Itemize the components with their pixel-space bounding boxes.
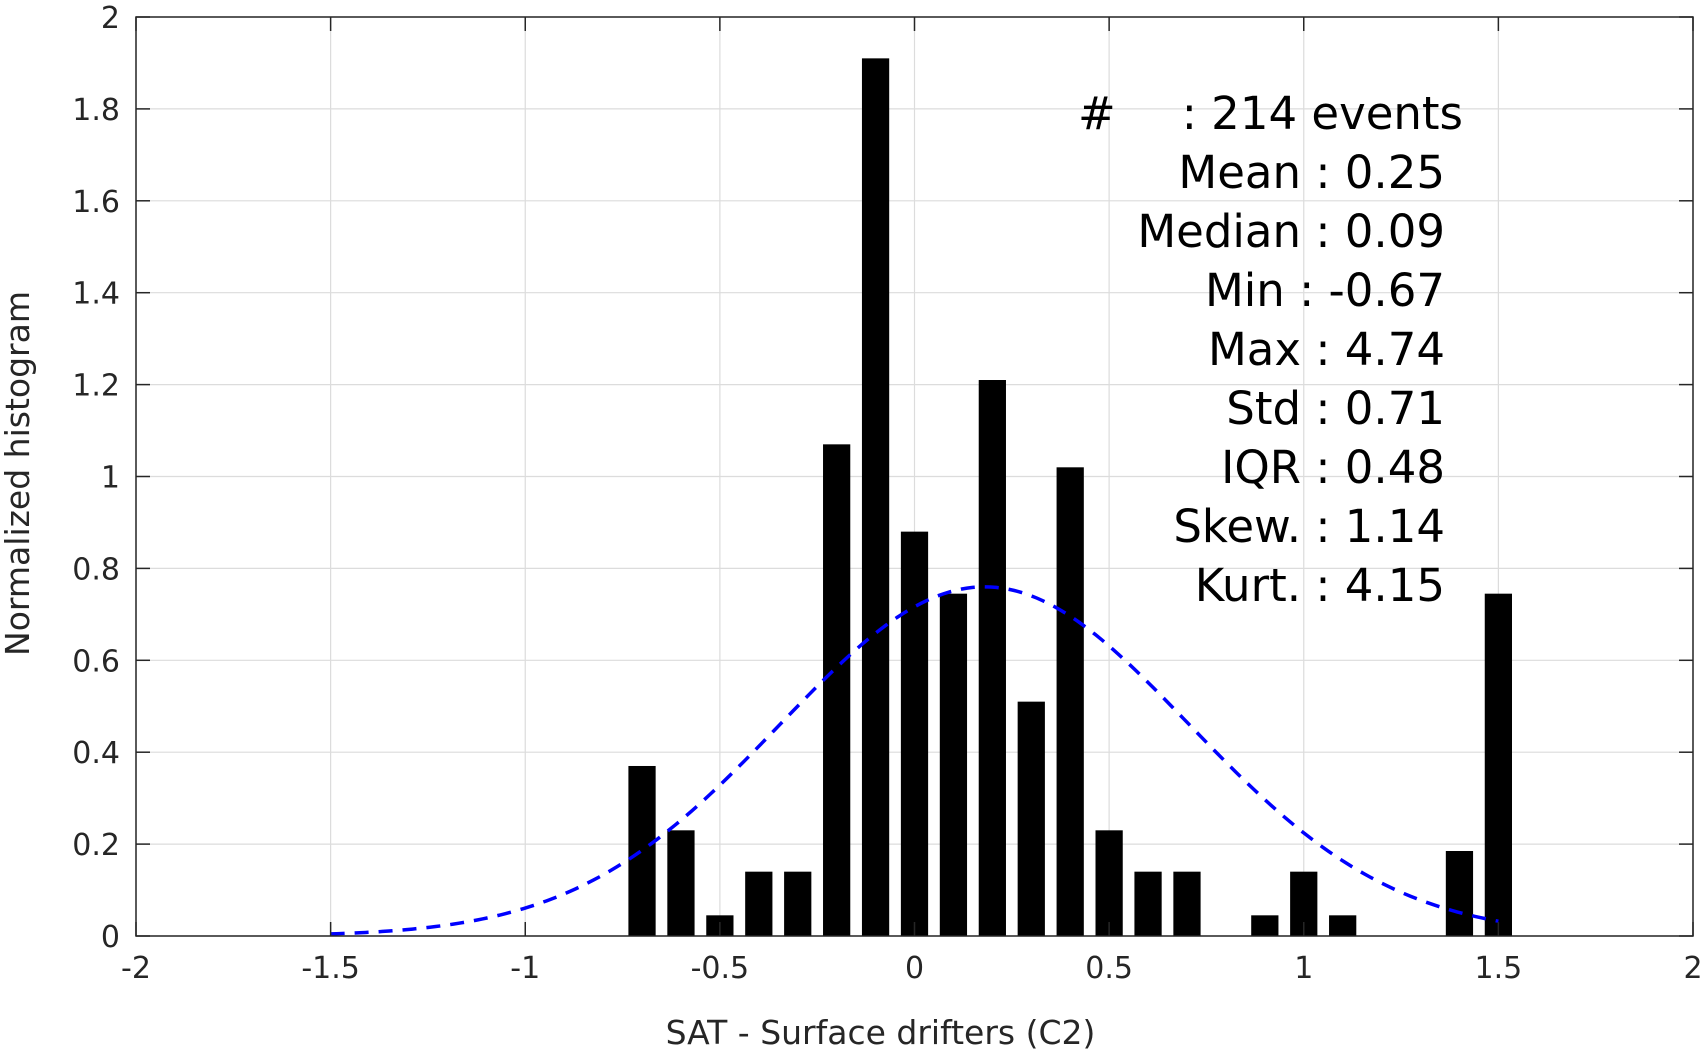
fit-curve-line: [330, 585, 1499, 936]
x-tick-label: 1: [1294, 951, 1313, 986]
stat-line: Min : -0.67: [1205, 264, 1445, 317]
stat-value: : 0.48: [1315, 441, 1445, 494]
histogram-bar: [861, 58, 890, 937]
stat-line: IQR : 0.48: [1221, 441, 1445, 494]
stat-value: : 1.14: [1315, 500, 1445, 553]
stat-line: Std : 0.71: [1226, 382, 1445, 435]
stat-label: Skew.: [1173, 500, 1315, 553]
histogram-bar: [1134, 871, 1162, 936]
y-tick-label: 0.2: [72, 828, 120, 863]
y-tick-label: 0.4: [72, 736, 120, 771]
histogram-bar: [1173, 871, 1201, 936]
y-tick-label: 1.2: [72, 369, 120, 404]
stat-value: : 4.15: [1315, 559, 1445, 612]
stat-label: Mean: [1178, 146, 1315, 199]
x-tick-label: 2: [1683, 951, 1702, 986]
y-axis-title: Normalized histogram: [0, 291, 37, 656]
stat-label: Std: [1226, 382, 1315, 435]
histogram-bar: [1484, 593, 1512, 936]
stat-value: : 0.09: [1315, 205, 1445, 258]
x-tick-label: -1.5: [301, 951, 360, 986]
x-tick-label: 0: [905, 951, 924, 986]
histogram-bar: [978, 380, 1006, 936]
stat-label: Min: [1205, 264, 1299, 317]
stat-line: Mean : 0.25: [1178, 146, 1445, 199]
y-tick-label: 0.8: [72, 552, 120, 587]
x-tick-labels: -2 -1.5 -1 -0.5 0 0.5 1 1.5 2: [121, 951, 1703, 986]
histogram-bar: [823, 444, 851, 936]
x-tick-label: -2: [121, 951, 151, 986]
x-tick-label: 0.5: [1085, 951, 1133, 986]
x-tick-label: 1.5: [1475, 951, 1523, 986]
y-tick-label: 2: [101, 1, 120, 36]
histogram-bar: [628, 765, 656, 936]
y-tick-labels: 0 0.2 0.4 0.6 0.8 1 1.2 1.4 1.6 1.8 2: [72, 1, 120, 955]
histogram-bar: [1329, 915, 1357, 936]
axis-ticks: [135, 16, 1694, 937]
stat-label: IQR: [1221, 441, 1315, 494]
normal-fit-curve: [330, 585, 1499, 936]
stat-label: Max: [1208, 323, 1315, 376]
histogram-bar: [1056, 467, 1084, 936]
histogram-bar: [1251, 915, 1279, 936]
y-tick-label: 1.4: [72, 277, 120, 312]
stat-value: : -0.67: [1299, 264, 1445, 317]
histogram-bar: [1445, 850, 1474, 936]
histogram-bars: [628, 58, 1512, 937]
histogram-bar: [939, 593, 968, 936]
histogram-bar: [1095, 830, 1123, 936]
stat-line: Median : 0.09: [1137, 205, 1445, 258]
histogram-bar: [745, 871, 773, 936]
stat-value: : 214 events: [1182, 87, 1463, 140]
histogram-bar: [1017, 701, 1045, 936]
y-tick-label: 0.6: [72, 644, 120, 679]
histogram-bar: [900, 531, 929, 936]
stat-value: : 0.71: [1315, 382, 1445, 435]
y-tick-label: 1.6: [72, 185, 120, 220]
stat-line: Max : 4.74: [1208, 323, 1445, 376]
y-tick-label: 0: [101, 920, 120, 955]
x-tick-label: -1: [510, 951, 540, 986]
stat-value: : 4.74: [1315, 323, 1445, 376]
stat-value: : 0.25: [1315, 146, 1445, 199]
stat-label: #: [1078, 87, 1116, 140]
stat-line: Kurt. : 4.15: [1195, 559, 1445, 612]
stat-label: Kurt.: [1195, 559, 1316, 612]
histogram-bar: [784, 871, 812, 936]
y-tick-label: 1: [101, 461, 120, 496]
y-tick-label: 1.8: [72, 93, 120, 128]
x-axis-title: SAT - Surface drifters (C2): [666, 1013, 1096, 1052]
histogram-bar: [667, 830, 695, 936]
stat-label: Median: [1137, 205, 1315, 258]
stat-line: Skew. : 1.14: [1173, 500, 1445, 553]
x-tick-label: -0.5: [691, 951, 750, 986]
